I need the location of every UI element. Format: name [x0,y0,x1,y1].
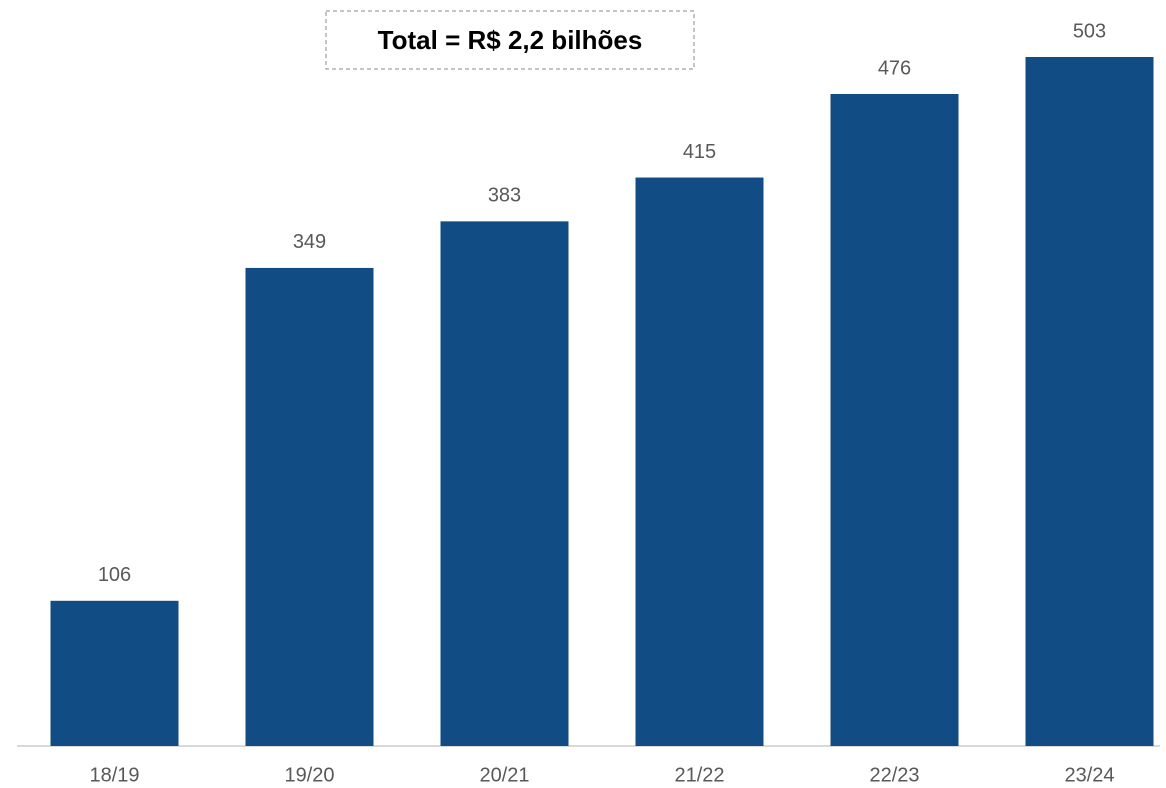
x-tick-label: 20/21 [479,764,529,786]
bar [830,93,959,747]
bar [1025,56,1154,746]
bar [635,177,764,746]
data-label: 383 [488,185,521,207]
data-label: 415 [683,141,716,163]
annotation: Total = R$ 2,2 bilhões [378,25,643,55]
data-label: 503 [1073,20,1106,42]
annotation-box [325,10,695,70]
data-label: 349 [293,231,326,253]
data-label: 106 [98,564,131,586]
x-tick-label: 19/20 [284,764,334,786]
bar [50,600,179,746]
x-tick-label: 21/22 [674,764,724,786]
x-tick-label: 22/23 [869,764,919,786]
x-tick-label: 18/19 [89,764,139,786]
data-label: 476 [878,57,911,79]
x-tick-label: 23/24 [1064,764,1114,786]
bar [440,221,569,747]
bar [245,267,374,746]
